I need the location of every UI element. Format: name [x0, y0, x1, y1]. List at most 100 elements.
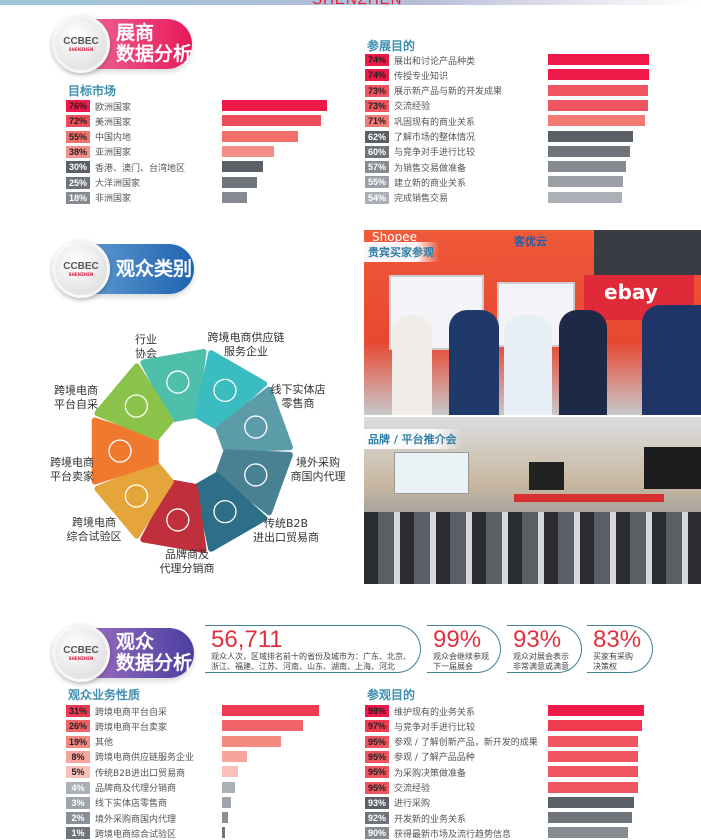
wheel-segment [94, 461, 174, 539]
business-nature-title: 观众业务性质 [68, 688, 141, 702]
value-bar [222, 750, 248, 762]
bar-row: 55% 建立新的商业关系 [365, 176, 466, 189]
value-bar [222, 161, 264, 173]
photo-caption: 品牌 / 平台推介会 [364, 429, 462, 449]
row-label: 跨境电商综合试验区 [95, 829, 177, 840]
photo-buyer-visit: Shopee 客优云 ebay 贵宾买家参观 [364, 230, 701, 415]
pct-badge: 73% [365, 84, 389, 97]
value-bar [222, 100, 327, 111]
value-bar [548, 54, 650, 65]
bar-row: 3% 线下实体店零售商 [66, 796, 168, 810]
row-label: 跨境电商平台卖家 [95, 722, 168, 733]
row-label: 线下实体店零售商 [95, 799, 168, 810]
audience-wheel [91, 348, 293, 554]
wheel-segment [94, 363, 174, 441]
pct-badge: 60% [365, 145, 389, 158]
pct-badge: 95% [365, 750, 389, 763]
pct-badge: 57% [365, 161, 389, 174]
bar-row: 92% 开发新的业务关系 [365, 812, 467, 825]
stat-decision: 83% 买家有采购 决策权 [587, 625, 653, 673]
visit-purpose-title: 参观目的 [367, 688, 416, 702]
ccbec-logo: CCBEC SHENZHEN [52, 624, 110, 682]
pct-badge: 38% [66, 145, 90, 158]
bar-row: 95% 交流经验 [365, 781, 431, 794]
pct-badge: 55% [66, 130, 90, 143]
visitor-badge: CCBEC SHENZHEN 观众 数据分析 [52, 624, 194, 682]
bar-row: 1% 跨境电商综合试验区 [66, 827, 177, 840]
wheel-segment [215, 449, 293, 516]
stat-visitors: 56,711 观众人次，区域排名前十的省份及城市为：广东、北京、 浙江、福建、江苏、… [205, 625, 421, 673]
exchange-icon [213, 499, 237, 524]
row-label: 传授专业知识 [394, 71, 449, 82]
pct-badge: 71% [365, 115, 389, 128]
pct-badge: 95% [365, 781, 389, 794]
audience-types-badge: CCBEC SHENZHEN 观众类别 [52, 240, 194, 298]
bar-row: 95% 为采购决策做准备 [365, 766, 467, 779]
value-bar [548, 69, 650, 81]
value-bar [548, 84, 648, 96]
photo-brand-conference: 品牌 / 平台推介会 [364, 417, 701, 584]
row-label: 境外采购商国内代理 [95, 814, 177, 825]
bar-row: 98% 维护现有的业务关系 [365, 705, 475, 718]
brand-icon [166, 508, 190, 532]
bar-row: 8% 跨境电商供应链服务企业 [66, 750, 194, 763]
bar-row: 30% 香港、澳门、台湾地区 [66, 161, 185, 174]
value-bar [548, 191, 622, 203]
bar-row: 2% 境外采购商国内代理 [66, 812, 177, 825]
bar-row: 93% 进行采购 [365, 796, 430, 809]
wheel-label: 传统B2B 进出口贸易商 [253, 517, 319, 544]
pct-badge: 76% [66, 100, 90, 112]
value-bar [222, 720, 304, 732]
wheel-label: 跨境电商 综合试验区 [66, 516, 122, 543]
wheel-label: 跨境电商供应链 服务企业 [207, 331, 285, 358]
row-label: 开发新的业务关系 [394, 814, 467, 825]
row-label: 完成销售交易 [394, 194, 449, 205]
bar-row: 62% 了解市场的整体情况 [365, 130, 475, 143]
wheel-label: 跨境电商 平台自采 [54, 384, 98, 411]
pct-badge: 26% [66, 720, 90, 733]
ebay-sign: ebay [604, 280, 658, 304]
pct-badge: 97% [365, 720, 389, 733]
pct-badge: 93% [365, 796, 389, 809]
bar-row: 4% 品牌商及代理分销商 [66, 781, 177, 794]
bar-row: 95% 参观 / 了解创新产品，新开发的成果 [365, 735, 538, 749]
wheel-segment [140, 348, 207, 423]
bar-row: 60% 与竞争对手进行比较 [365, 145, 475, 158]
value-bar [222, 130, 298, 142]
pct-badge: 5% [66, 766, 90, 779]
value-bar [548, 750, 638, 762]
pct-badge: 1% [66, 827, 90, 840]
value-bar [548, 812, 632, 824]
bar-row: 76% 欧洲国家 [66, 100, 132, 113]
row-label: 展示新产品与新的开发成果 [394, 87, 503, 98]
row-label: 品牌商及代理分销商 [95, 784, 177, 794]
bar-row: 72% 美洲国家 [66, 115, 132, 128]
row-label: 交流经验 [394, 102, 431, 113]
wheel-segment [140, 479, 207, 554]
wheel-label: 境外采购 商国内代理 [290, 456, 346, 483]
bar-row: 54% 完成销售交易 [365, 191, 449, 205]
pct-badge: 98% [365, 705, 389, 717]
value-bar [548, 99, 648, 111]
pct-badge: 55% [365, 176, 389, 189]
row-label: 展出和讨论产品种类 [394, 56, 476, 67]
wheel-label: 线下实体店 零售商 [270, 383, 326, 410]
value-bar [222, 735, 282, 747]
touch-screen-icon [124, 394, 149, 418]
value-bar [548, 176, 624, 188]
wheel-segment [194, 472, 268, 552]
row-label: 美洲国家 [95, 117, 132, 128]
row-label: 为采购决策做准备 [394, 768, 467, 779]
value-bar [222, 766, 238, 778]
bar-row: 26% 跨境电商平台卖家 [66, 720, 168, 733]
people-network-icon [166, 370, 190, 394]
row-label: 为销售交易做准备 [394, 163, 467, 174]
row-label: 欧洲国家 [95, 102, 132, 113]
row-label: 交流经验 [394, 784, 431, 794]
row-label: 参观 / 了解创新产品，新开发的成果 [394, 738, 538, 749]
pct-badge: 74% [365, 69, 389, 82]
pct-badge: 95% [365, 766, 389, 779]
wheel-label: 行业 协会 [135, 333, 157, 360]
value-bar [548, 766, 638, 778]
bar-row: 74% 展出和讨论产品种类 [365, 54, 476, 67]
